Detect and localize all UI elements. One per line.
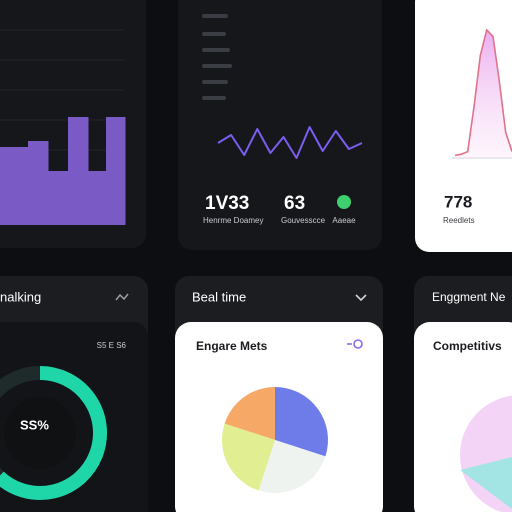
bar (48, 171, 69, 225)
wave-list (202, 14, 232, 100)
chevron[interactable] (355, 294, 367, 302)
card-title: nalking (0, 289, 41, 304)
bar (28, 141, 49, 225)
comp-shape (460, 457, 512, 509)
stat-value: 1V33 (205, 193, 249, 214)
bar (106, 117, 126, 225)
stat-value: 63 (284, 193, 305, 214)
gauge-text: SS% (20, 417, 49, 432)
card-subtitle: S5 E S6 (97, 341, 127, 350)
gauge-arc (0, 366, 108, 500)
stat-label: Gouvesscce (281, 216, 326, 225)
card-title: Enggment Ne (432, 290, 506, 304)
pie-slice (224, 387, 275, 440)
wave-card (178, 0, 382, 250)
card-title: Engare Mets (196, 339, 268, 353)
icon (353, 339, 363, 349)
gauge-core (4, 397, 76, 469)
stat-label: Aaeae (332, 216, 356, 225)
card-title: Competitivs (433, 339, 502, 353)
pie-slice (258, 440, 326, 494)
bar (88, 171, 107, 225)
trend-icon (115, 293, 129, 301)
stat-value: 778 (444, 192, 472, 211)
card-title: Beal time (192, 289, 246, 304)
stat-label: Reedlets (443, 216, 475, 225)
trend-line (454, 28, 512, 157)
status-dot (337, 195, 351, 209)
stat-label: Henrme Doamey (203, 216, 263, 225)
bar (0, 147, 29, 225)
wave-line (217, 126, 363, 159)
trend-area (455, 30, 512, 158)
pie-slice (221, 423, 275, 491)
bar (68, 117, 89, 225)
pie-slice (275, 387, 329, 457)
